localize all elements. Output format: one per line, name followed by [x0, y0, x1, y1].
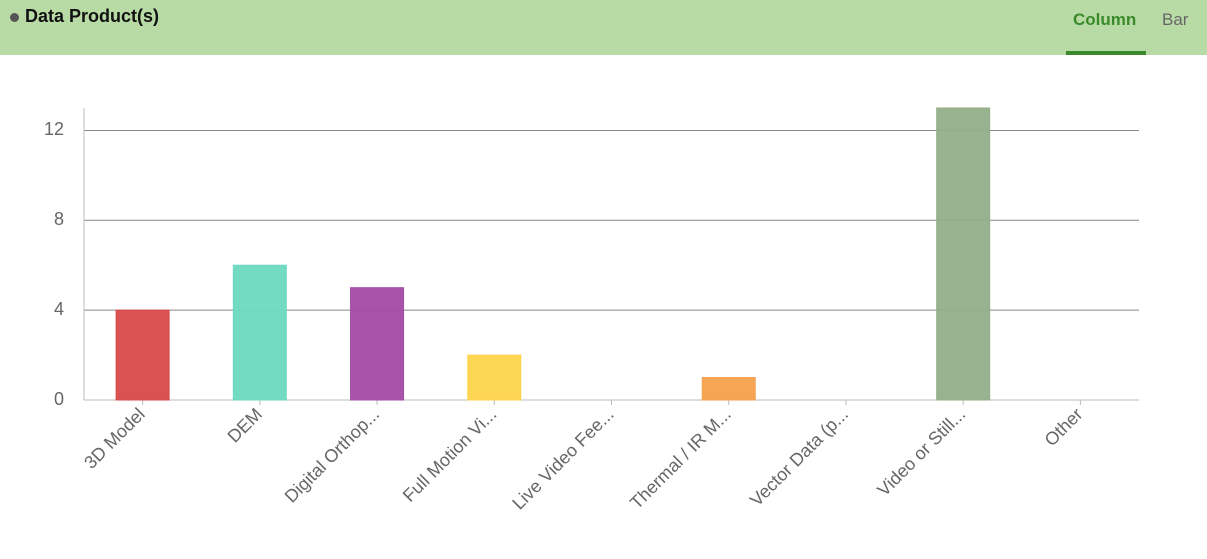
tab-underline: [1066, 51, 1146, 55]
bar: [115, 309, 170, 401]
header-title: Data Product(s): [10, 6, 159, 27]
bar: [936, 107, 991, 401]
x-tick-label: DEM: [224, 404, 266, 446]
x-tick-label: Thermal / IR M...: [626, 404, 735, 513]
bar: [467, 354, 522, 401]
y-tick-label: 12: [44, 119, 64, 139]
x-tick-label: Digital Orthop...: [281, 404, 384, 507]
x-tick-label: Video or Still...: [873, 404, 969, 500]
y-tick-label: 0: [54, 389, 64, 409]
tab[interactable]: Column: [1073, 10, 1137, 29]
x-tick-label: 3D Model: [80, 404, 149, 473]
x-tick-label: Live Video Fee...: [508, 404, 617, 513]
y-tick-label: 4: [54, 299, 64, 319]
bar: [701, 377, 756, 401]
x-tick-label: Full Motion Vi...: [399, 404, 501, 506]
header: Data Product(s) Column Bar: [0, 0, 1207, 55]
tab[interactable]: Bar: [1162, 10, 1189, 29]
x-tick-label: Vector Data (p...: [746, 404, 852, 510]
y-tick-label: 8: [54, 209, 64, 229]
bar: [232, 264, 287, 401]
x-tick-label: Other: [1041, 404, 1087, 450]
bar: [350, 287, 405, 401]
